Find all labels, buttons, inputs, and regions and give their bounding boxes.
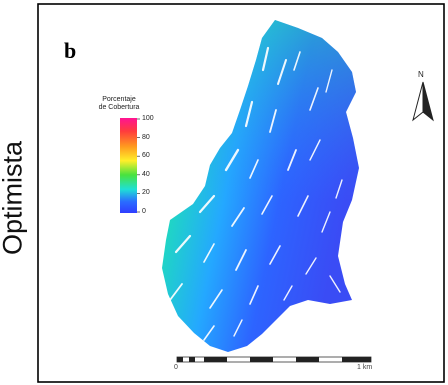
map-gaps [169, 46, 343, 341]
legend-tick-80: 80 [142, 133, 150, 141]
legend-tick-0: 0 [142, 208, 146, 215]
legend-tick-60: 60 [142, 152, 150, 160]
legend-color-ramp [120, 118, 137, 213]
legend-tick-100: 100 [142, 115, 154, 122]
legend-tick-20: 20 [142, 189, 150, 197]
legend-tick-40: 40 [142, 170, 150, 178]
study-area-shading [162, 20, 359, 352]
north-label: N [418, 70, 424, 79]
panel-border [37, 3, 445, 383]
scenario-label: Optimista [0, 140, 28, 256]
legend-title-line1: Porcentaje [102, 96, 136, 103]
legend-title-line2: de Cobertura [98, 104, 140, 111]
north-arrow-icon [412, 81, 434, 122]
legend-tick-marks [137, 118, 140, 213]
scale-end-label: 1 km [357, 364, 373, 371]
coverage-map [162, 20, 359, 352]
scale-start-label: 0 [174, 364, 178, 371]
scale-bar [176, 356, 372, 363]
panel-letter: b [64, 38, 77, 63]
